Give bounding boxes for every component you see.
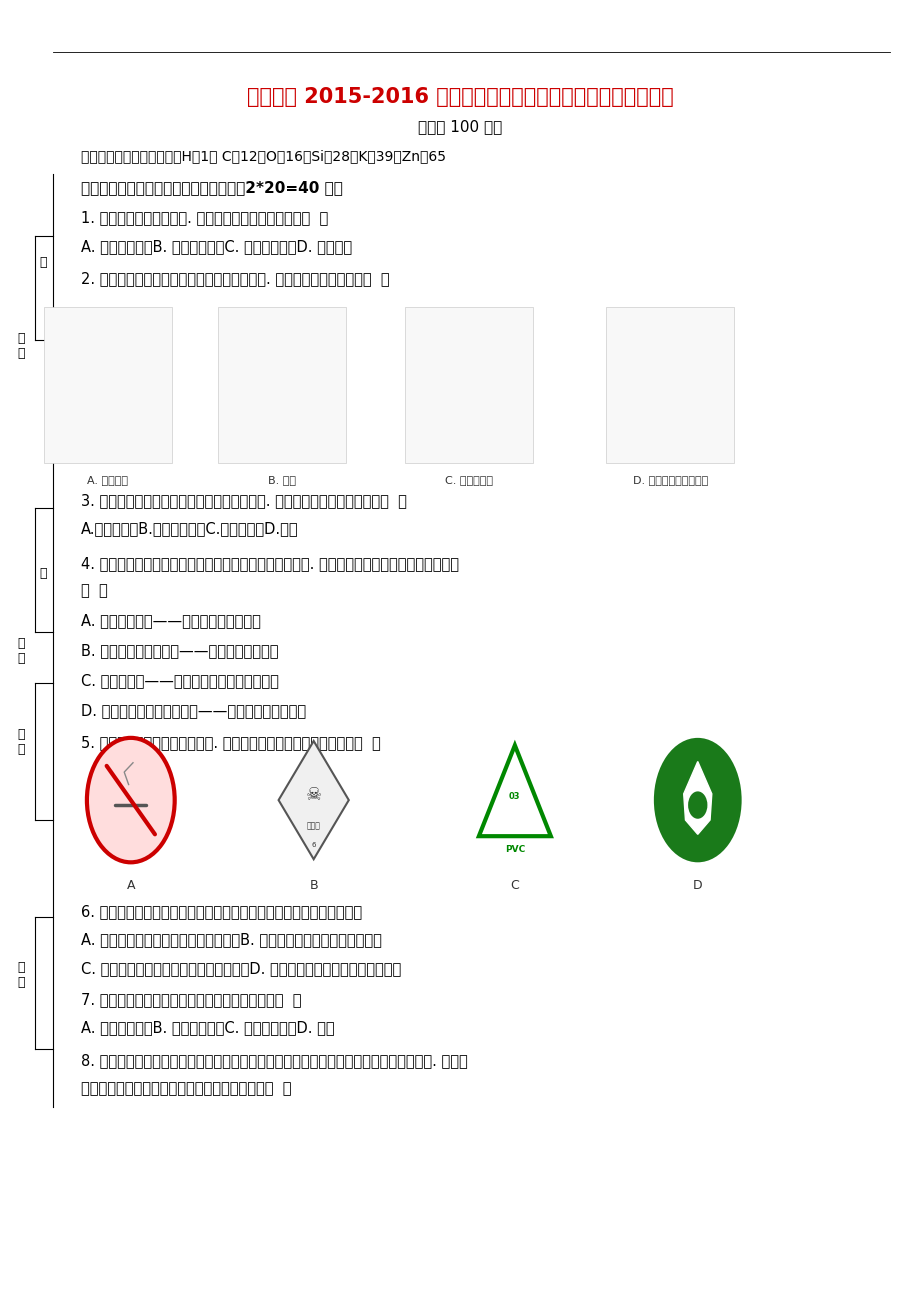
Text: A. 倾倒液体: A. 倾倒液体 [87, 475, 129, 484]
Text: 1. 成语是中华文化的瑰宝. 下列成语涉及化学变化的是（  ）: 1. 成语是中华文化的瑰宝. 下列成语涉及化学变化的是（ ） [81, 210, 327, 225]
Text: ☠: ☠ [305, 786, 322, 805]
Text: 考
场: 考 场 [17, 728, 25, 755]
Text: C. 氮气、氢气、澄清石灰水、氧化铜　　D. 矿泉水、红磷、高锰酸钾、氯酸钾: C. 氮气、氢气、澄清石灰水、氧化铜 D. 矿泉水、红磷、高锰酸钾、氯酸钾 [81, 961, 401, 976]
Circle shape [687, 792, 707, 819]
Text: 03: 03 [508, 793, 520, 802]
Text: A. 糖水、一氧化碳、铁粉、水　　　　B. 水、铁水、氯酸钾、五氧化二磷: A. 糖水、一氧化碳、铁粉、水 B. 水、铁水、氯酸钾、五氧化二磷 [81, 932, 381, 948]
Text: 姓
名: 姓 名 [17, 332, 25, 361]
Text: 班
级: 班 级 [17, 961, 25, 990]
Text: 6: 6 [312, 842, 315, 848]
Text: 号: 号 [40, 566, 47, 579]
Text: A: A [127, 879, 135, 892]
Text: 5. 水是人类不可缺少的宝贵资源. 下列标志是我国国家节水标志的是（  ）: 5. 水是人类不可缺少的宝贵资源. 下列标志是我国国家节水标志的是（ ） [81, 736, 380, 750]
Polygon shape [278, 741, 348, 859]
Text: A. 蒸馏　　　　B. 吸附　　　　C. 过滤　　　　D. 沉降: A. 蒸馏 B. 吸附 C. 过滤 D. 沉降 [81, 1021, 334, 1035]
Text: PVC: PVC [505, 845, 525, 854]
Text: 8. 负电子、正电子都属于反粒子，它们与质子、电子的质量、带电量均相等，但电性相反. 那么根: 8. 负电子、正电子都属于反粒子，它们与质子、电子的质量、带电量均相等，但电性相… [81, 1053, 467, 1068]
Text: 据你的理解，下列关于反氢原子的叙述正确的是（  ）: 据你的理解，下列关于反氢原子的叙述正确的是（ ） [81, 1082, 290, 1096]
Text: 考
号: 考 号 [17, 637, 25, 665]
Polygon shape [494, 769, 534, 819]
Text: B. 过滤: B. 过滤 [267, 475, 295, 484]
Text: A. 绳锯木断　　B. 滴水成冰　　C. 死灰复燃　　D. 聚沙成塔: A. 绳锯木断 B. 滴水成冰 C. 死灰复燃 D. 聚沙成塔 [81, 238, 351, 254]
FancyBboxPatch shape [606, 307, 733, 464]
Text: 题: 题 [40, 255, 47, 268]
Text: （  ）: （ ） [81, 583, 108, 599]
Text: （满分 100 分）: （满分 100 分） [417, 120, 502, 134]
Text: C: C [510, 879, 518, 892]
Text: 剧毒品: 剧毒品 [306, 822, 321, 831]
Polygon shape [479, 745, 550, 836]
Text: 7. 下列净化水的单一操作中，净化程度最高的是（  ）: 7. 下列净化水的单一操作中，净化程度最高的是（ ） [81, 992, 301, 1006]
Text: D: D [692, 879, 702, 892]
Text: C. 水通电分解——分子在化学变化中可以再分: C. 水通电分解——分子在化学变化中可以再分 [81, 673, 278, 687]
FancyBboxPatch shape [218, 307, 346, 464]
Circle shape [86, 738, 175, 862]
Text: 乌海三中 2015-2016 学年度第一学期九年级第二次月考试题化学: 乌海三中 2015-2016 学年度第一学期九年级第二次月考试题化学 [246, 87, 673, 107]
Polygon shape [683, 762, 711, 835]
Text: B: B [309, 879, 318, 892]
Text: 可能用到的相对原子质量：H：1　 C：12　O：16　Si：28　K：39　Zn：65: 可能用到的相对原子质量：H：1 C：12 O：16 Si：28 K：39 Zn：… [81, 150, 445, 163]
Text: A. 水的三态变化——分子的间隔发生改变: A. 水的三态变化——分子的间隔发生改变 [81, 613, 260, 629]
Text: D. 检验氧气是否收集满: D. 检验氧气是否收集满 [632, 475, 708, 484]
Text: 2. 正确的化学实验操作是实验成功的重要保证. 下列实验操作正确的是（  ）: 2. 正确的化学实验操作是实验成功的重要保证. 下列实验操作正确的是（ ） [81, 271, 389, 286]
Text: 6. 下列各组物质按纯净物、单质、化合物、氧化物的顺序分类正确的是: 6. 下列各组物质按纯净物、单质、化合物、氧化物的顺序分类正确的是 [81, 904, 361, 919]
Text: 4. 建立宏观和微观之间的联系是化学学科特有的思维方式. 下列对宏观事实的微观解释错误的是: 4. 建立宏观和微观之间的联系是化学学科特有的思维方式. 下列对宏观事实的微观解… [81, 556, 458, 572]
Text: C. 检查气密性: C. 检查气密性 [445, 475, 493, 484]
Text: A.广口瓶　　B.滴瓶　　　　C.集气瓶　　D.试管: A.广口瓶 B.滴瓶 C.集气瓶 D.试管 [81, 521, 298, 536]
Circle shape [653, 738, 741, 862]
Text: D. 夏天钢轨之间的缝隙变小——原子受热时体积变大: D. 夏天钢轨之间的缝隙变小——原子受热时体积变大 [81, 703, 305, 717]
Text: 3. 对化学仪器进行磨砂处理可提高仪器密封性. 下列没有进行磨砂处理的是（  ）: 3. 对化学仪器进行磨砂处理可提高仪器密封性. 下列没有进行磨砂处理的是（ ） [81, 493, 406, 508]
Text: 一、选择题（每小题只有一个正确选项，2*20=40 分）: 一、选择题（每小题只有一个正确选项，2*20=40 分） [81, 181, 342, 195]
FancyBboxPatch shape [44, 307, 172, 464]
Text: B. 闻到远处饭菜的香味——分子在不断的运动: B. 闻到远处饭菜的香味——分子在不断的运动 [81, 643, 278, 659]
FancyBboxPatch shape [404, 307, 533, 464]
